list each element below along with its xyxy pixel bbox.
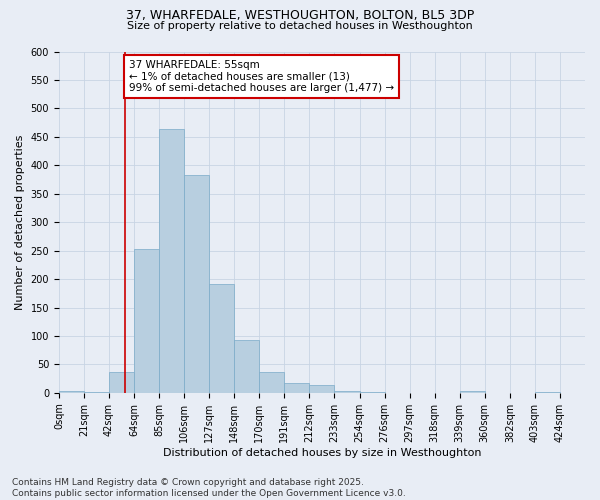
Bar	[259, 372, 284, 393]
Bar	[334, 390, 359, 393]
Bar	[284, 382, 310, 393]
Text: Contains HM Land Registry data © Crown copyright and database right 2025.
Contai: Contains HM Land Registry data © Crown c…	[12, 478, 406, 498]
Bar	[184, 175, 209, 393]
Bar	[359, 392, 385, 393]
Bar	[209, 284, 234, 393]
Bar	[159, 129, 184, 393]
Bar	[460, 390, 485, 393]
Bar	[310, 386, 334, 393]
Text: 37, WHARFEDALE, WESTHOUGHTON, BOLTON, BL5 3DP: 37, WHARFEDALE, WESTHOUGHTON, BOLTON, BL…	[126, 9, 474, 22]
Bar	[84, 392, 109, 393]
X-axis label: Distribution of detached houses by size in Westhoughton: Distribution of detached houses by size …	[163, 448, 481, 458]
Bar	[535, 392, 560, 393]
Bar	[59, 391, 84, 393]
Bar	[234, 340, 259, 393]
Bar	[109, 372, 134, 393]
Bar	[134, 249, 159, 393]
Text: Size of property relative to detached houses in Westhoughton: Size of property relative to detached ho…	[127, 21, 473, 31]
Y-axis label: Number of detached properties: Number of detached properties	[15, 134, 25, 310]
Text: 37 WHARFEDALE: 55sqm
← 1% of detached houses are smaller (13)
99% of semi-detach: 37 WHARFEDALE: 55sqm ← 1% of detached ho…	[129, 60, 394, 93]
